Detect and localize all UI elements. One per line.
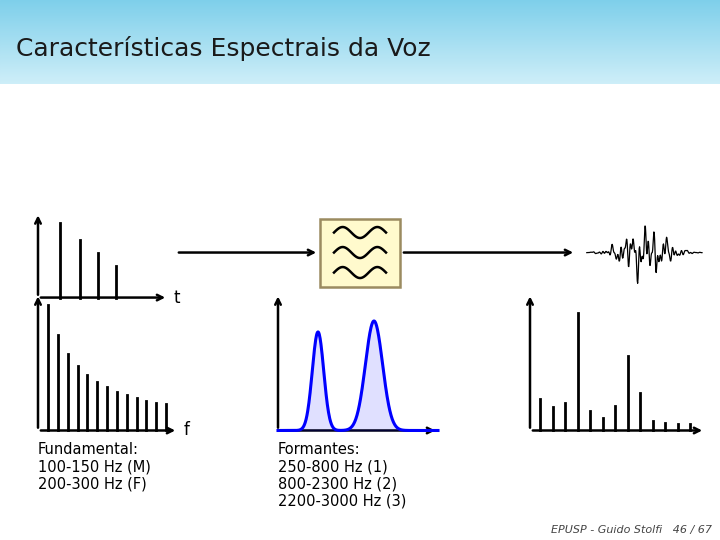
Bar [0, 39, 720, 40]
Text: Características Espectrais da Voz: Características Espectrais da Voz [16, 36, 431, 61]
Bar [0, 56, 720, 57]
Bar [0, 5, 720, 6]
Bar [0, 17, 720, 18]
Bar [0, 26, 720, 27]
Bar [0, 16, 720, 17]
Bar [0, 30, 720, 31]
Bar [0, 24, 720, 25]
Bar [0, 65, 720, 66]
Text: 200-300 Hz (F): 200-300 Hz (F) [38, 476, 147, 491]
Bar [0, 44, 720, 45]
Bar [0, 23, 720, 24]
Text: 800-2300 Hz (2): 800-2300 Hz (2) [278, 476, 397, 491]
Bar [0, 75, 720, 76]
Bar [0, 1, 720, 2]
Bar [0, 33, 720, 35]
Bar [0, 59, 720, 60]
Bar [0, 11, 720, 12]
Text: 100-150 Hz (M): 100-150 Hz (M) [38, 460, 151, 475]
Bar [0, 28, 720, 29]
Bar [0, 66, 720, 67]
Bar [0, 0, 720, 1]
Text: f: f [184, 422, 190, 440]
Text: t: t [174, 288, 181, 307]
Bar [0, 77, 720, 78]
Bar [0, 19, 720, 20]
Bar [0, 53, 720, 55]
Bar [0, 62, 720, 63]
Bar [0, 27, 720, 28]
Bar [0, 14, 720, 15]
Bar [0, 2, 720, 3]
Bar [0, 20, 720, 21]
Bar [0, 35, 720, 36]
Bar [0, 15, 720, 16]
Bar [0, 21, 720, 22]
Bar [0, 4, 720, 5]
Bar [0, 47, 720, 48]
Bar [0, 71, 720, 72]
Bar [0, 51, 720, 52]
Bar [0, 38, 720, 39]
Bar [0, 69, 720, 70]
Bar [0, 55, 720, 56]
Bar [0, 57, 720, 58]
Bar [0, 29, 720, 30]
Bar [0, 41, 720, 42]
Bar [0, 6, 720, 8]
Bar [0, 80, 720, 82]
Bar [0, 79, 720, 80]
Bar [0, 10, 720, 11]
Bar [0, 63, 720, 64]
Bar [0, 43, 720, 44]
Bar [0, 64, 720, 65]
Text: 250-800 Hz (1): 250-800 Hz (1) [278, 460, 388, 475]
Bar [0, 78, 720, 79]
Text: Formantes:: Formantes: [278, 442, 361, 457]
Bar [0, 60, 720, 62]
Bar [0, 12, 720, 14]
Bar [0, 48, 720, 49]
Bar [0, 36, 720, 37]
Bar [0, 50, 720, 51]
Text: Fundamental:: Fundamental: [38, 442, 139, 457]
Bar [0, 8, 720, 9]
Bar [0, 31, 720, 32]
Bar [0, 18, 720, 19]
Bar [0, 76, 720, 77]
Text: EPUSP - Guido Stolfi   46 / 67: EPUSP - Guido Stolfi 46 / 67 [551, 525, 712, 535]
Bar [0, 45, 720, 46]
Bar [0, 68, 720, 69]
Bar [0, 25, 720, 26]
FancyBboxPatch shape [320, 219, 400, 287]
Bar [0, 83, 720, 84]
Bar [0, 72, 720, 73]
Bar [0, 67, 720, 68]
Bar [0, 82, 720, 83]
Bar [0, 42, 720, 43]
Bar [0, 37, 720, 38]
Bar [0, 3, 720, 4]
Bar [0, 52, 720, 53]
Bar [0, 46, 720, 47]
Bar [0, 73, 720, 75]
Bar [0, 32, 720, 33]
Bar [0, 9, 720, 10]
Bar [0, 70, 720, 71]
Bar [0, 40, 720, 41]
Bar [0, 22, 720, 23]
Bar [0, 49, 720, 50]
Text: 2200-3000 Hz (3): 2200-3000 Hz (3) [278, 494, 406, 509]
